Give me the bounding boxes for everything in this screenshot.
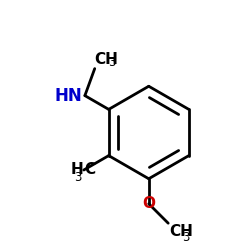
Text: O: O [142, 196, 155, 211]
Text: $_3$: $_3$ [108, 51, 116, 69]
Text: $_3$: $_3$ [74, 166, 83, 184]
Text: HN: HN [55, 87, 82, 105]
Text: C: C [84, 162, 96, 177]
Text: $_3$: $_3$ [182, 226, 190, 244]
Text: CH: CH [169, 224, 193, 240]
Text: CH: CH [95, 52, 118, 67]
Text: H: H [70, 162, 83, 177]
